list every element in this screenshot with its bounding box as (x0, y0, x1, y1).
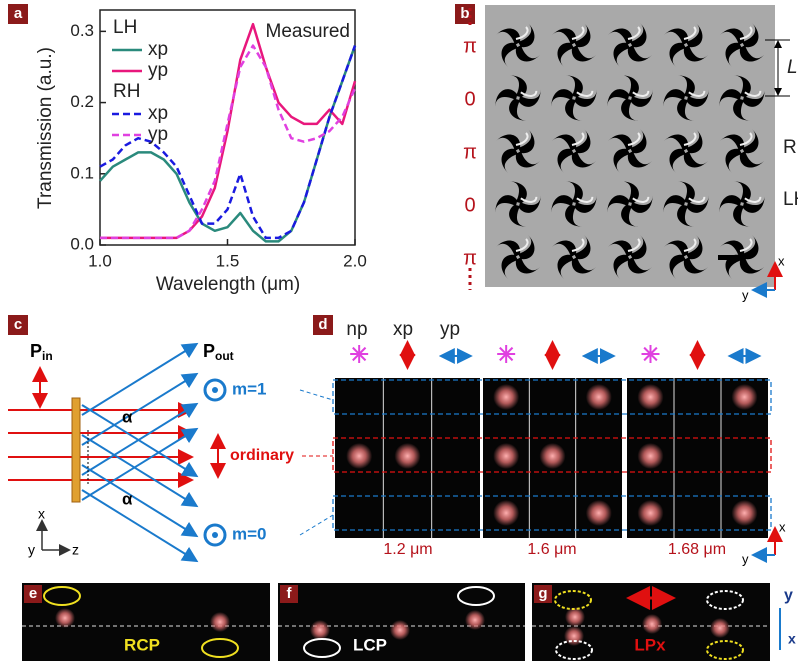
y-tick-label: 0.1 (70, 163, 94, 182)
spot (732, 500, 758, 526)
spot (395, 443, 421, 469)
legend-group: LH (113, 17, 137, 38)
spot (540, 443, 566, 469)
spot (638, 384, 664, 410)
spot (638, 443, 664, 469)
axis-label: x (779, 519, 786, 534)
leader (300, 390, 333, 400)
spot (564, 626, 584, 646)
phase-label: 0 (464, 194, 475, 216)
p-out-sub: out (215, 349, 234, 363)
wavelength-label: 1.68 μm (668, 541, 726, 558)
x-tick-label: 1.5 (216, 251, 240, 270)
axis-label: y (742, 551, 749, 566)
phase-label: π (463, 35, 477, 57)
leader (300, 515, 333, 535)
out-of-plane (212, 387, 218, 393)
spot (310, 620, 330, 640)
x-tick-label: 1.0 (88, 251, 112, 270)
axis-label: x (38, 506, 45, 522)
diffracted-beam (82, 435, 195, 505)
axis-label: z (72, 542, 79, 558)
out-of-plane (212, 532, 218, 538)
spot (346, 443, 372, 469)
wavelength-label: 1.6 μm (527, 541, 576, 558)
p-in: Pin (30, 341, 53, 363)
y-axis-label: Transmission (a.u.) (35, 47, 56, 209)
pol-header: yp (440, 319, 460, 340)
state-label: LCP (353, 635, 387, 654)
y-tick-label: 0.2 (70, 92, 94, 111)
axis-label: y (784, 587, 793, 604)
x-axis-label: Wavelength (μm) (156, 274, 300, 295)
spot (493, 443, 519, 469)
state-label: LPx (634, 635, 666, 654)
spot (586, 384, 612, 410)
axis-label: x (788, 631, 796, 647)
legend-label: xp (148, 39, 168, 60)
period-label: L (787, 57, 798, 78)
panel-label: e (29, 585, 37, 602)
state-label: RCP (124, 635, 160, 654)
series-line (100, 24, 355, 238)
p-out-main: P (203, 341, 215, 361)
pol-header: np (346, 319, 367, 340)
p-in-sub: in (42, 349, 53, 363)
axis-label: y (28, 542, 35, 558)
angle: α (122, 489, 133, 508)
phase-label: 0 (464, 88, 475, 110)
series-line (100, 46, 355, 242)
diffracted-beam (82, 345, 195, 415)
panel-label: b (460, 5, 469, 22)
x-tick-label: 2.0 (343, 251, 367, 270)
pol-header: xp (393, 319, 413, 340)
scale-bar (718, 255, 744, 260)
wavelength-label: 1.2 μm (383, 541, 432, 558)
p-in-main: P (30, 341, 42, 361)
camera-images (333, 344, 771, 538)
metasurface (72, 398, 80, 502)
legend-label: yp (148, 124, 168, 145)
panel-label: d (318, 316, 327, 333)
panel-label: g (538, 585, 547, 602)
p-out: Pout (203, 341, 234, 363)
spot (55, 608, 75, 628)
phase-label: π (463, 141, 477, 163)
y-tick-label: 0.3 (70, 21, 94, 40)
row-label: LH (783, 189, 798, 210)
axis-label: x (778, 253, 785, 268)
spot (390, 620, 410, 640)
spot (732, 384, 758, 410)
spot (638, 500, 664, 526)
figure: a Measured Wavelength (μm) Transmission … (0, 0, 798, 663)
order-label: m=1 (232, 379, 267, 398)
spot (565, 607, 585, 627)
beams (8, 345, 195, 560)
series-line (100, 46, 355, 238)
legend-label: xp (148, 103, 168, 124)
order-label: m=0 (232, 524, 267, 543)
panel-label: c (14, 316, 22, 333)
spot (493, 384, 519, 410)
angle: α (122, 407, 133, 426)
order-label: ordinary (230, 447, 294, 464)
spot (210, 612, 230, 632)
spot (710, 618, 730, 638)
legend-group: RH (113, 81, 140, 102)
spot (493, 500, 519, 526)
spot (465, 610, 485, 630)
spot (586, 500, 612, 526)
spot (642, 614, 662, 634)
annotation: Measured (266, 21, 351, 42)
panel-label: a (14, 5, 23, 22)
row-label: RH (783, 137, 798, 158)
phase-label: π (463, 247, 477, 269)
legend-label: yp (148, 60, 168, 81)
axis-label: y (742, 287, 749, 302)
